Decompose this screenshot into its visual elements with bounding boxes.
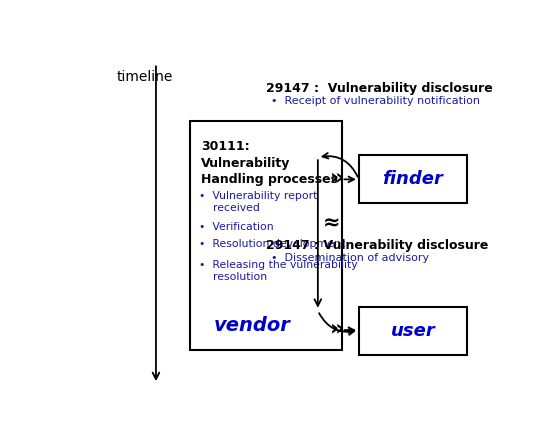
Text: user: user <box>390 322 435 340</box>
Text: ≈: ≈ <box>323 214 340 234</box>
Text: •  Dissemination of advisory: • Dissemination of advisory <box>271 253 429 263</box>
Text: 29147 : Vulnerability disclosure: 29147 : Vulnerability disclosure <box>266 239 488 252</box>
FancyBboxPatch shape <box>190 121 341 350</box>
Text: »: » <box>330 167 344 188</box>
Text: timeline: timeline <box>117 70 173 84</box>
Text: •  Resolution development: • Resolution development <box>199 239 345 249</box>
Text: •  Vulnerability report
    received: • Vulnerability report received <box>199 191 317 214</box>
FancyBboxPatch shape <box>359 307 467 355</box>
FancyBboxPatch shape <box>359 155 467 203</box>
Text: »: » <box>330 319 344 338</box>
Text: •  Receipt of vulnerability notification: • Receipt of vulnerability notification <box>271 96 480 106</box>
Text: vendor: vendor <box>214 315 291 334</box>
Text: •  Releasing the vulnerability
    resolution: • Releasing the vulnerability resolution <box>199 260 358 282</box>
Text: 30111:
Vulnerability
Handling processes: 30111: Vulnerability Handling processes <box>201 140 338 186</box>
Text: •  Verification: • Verification <box>199 222 273 232</box>
Text: finder: finder <box>382 171 443 188</box>
Text: 29147 :  Vulnerability disclosure: 29147 : Vulnerability disclosure <box>266 82 493 95</box>
